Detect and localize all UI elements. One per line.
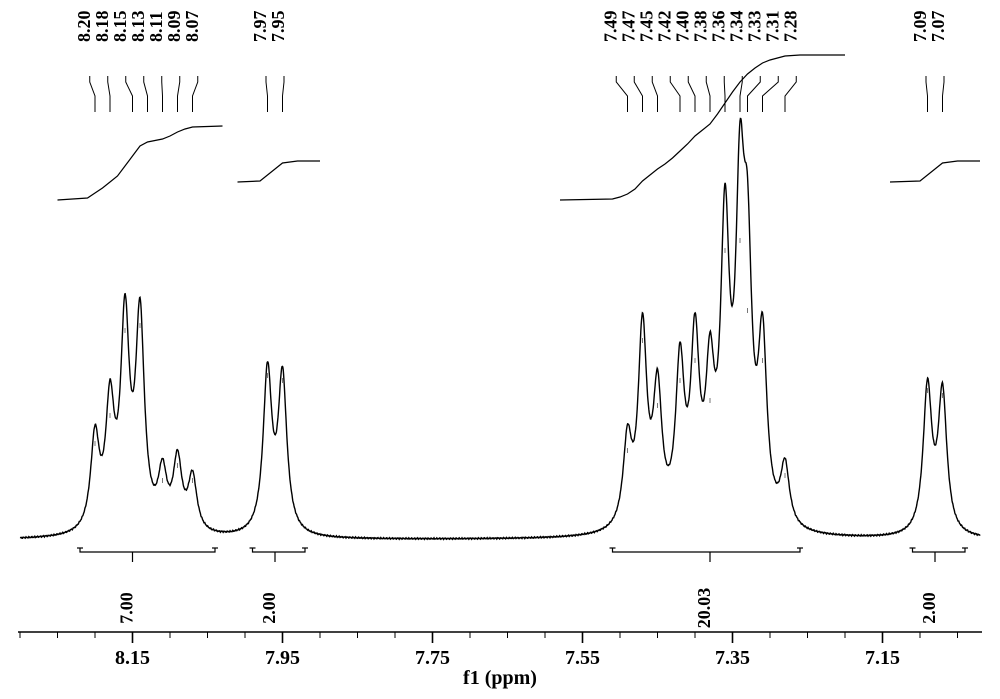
peak-label: 7.34 [726,11,746,43]
peak-label: 8.15 [110,11,130,43]
peak-label: 8.13 [128,11,148,43]
x-tick-label: 7.35 [715,647,750,669]
nmr-svg: 8.208.188.158.138.118.098.077.977.957.49… [0,0,1000,699]
peak-label: 7.28 [780,11,800,43]
integral-label: 7.00 [117,592,137,624]
peak-label: 7.33 [744,11,764,43]
x-axis-title: f1 (ppm) [463,667,537,689]
peak-label: 7.95 [268,11,288,43]
integral-label: 20.03 [694,588,714,629]
peak-label: 7.38 [690,11,710,43]
peak-label: 8.09 [164,11,184,43]
peak-label: 8.07 [182,11,202,43]
peak-label: 7.36 [708,11,728,43]
x-tick-label: 7.75 [415,647,450,669]
x-tick-label: 7.15 [865,647,900,669]
peak-label: 7.42 [654,11,674,43]
nmr-chart: 8.208.188.158.138.118.098.077.977.957.49… [0,0,1000,699]
integral-label: 2.00 [919,592,939,624]
peak-label: 7.49 [600,11,620,43]
peak-label: 7.47 [618,11,638,43]
x-tick-label: 8.15 [115,647,150,669]
peak-label: 8.20 [74,11,94,43]
peak-label: 8.18 [92,11,112,43]
peak-label: 7.31 [762,11,782,43]
peak-label: 8.11 [146,11,166,42]
peak-label: 7.07 [928,11,948,43]
peak-label: 7.40 [672,11,692,43]
x-tick-label: 7.95 [265,647,300,669]
peak-label: 7.97 [250,11,270,43]
peak-label: 7.45 [636,11,656,43]
x-tick-label: 7.55 [565,647,600,669]
peak-label: 7.09 [910,11,930,43]
integral-label: 2.00 [259,592,279,624]
